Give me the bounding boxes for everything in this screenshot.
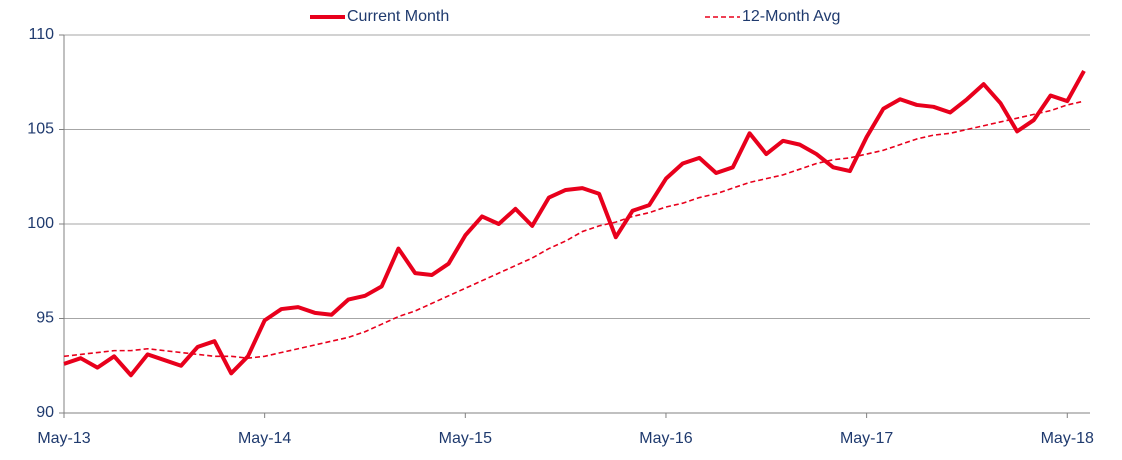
y-tick-label: 100 xyxy=(27,215,54,232)
x-tick-label: May-15 xyxy=(439,430,492,447)
x-tick-label: May-14 xyxy=(238,430,291,447)
legend-label: 12-Month Avg xyxy=(742,8,840,25)
x-tick-label: May-13 xyxy=(37,430,90,447)
x-tick-label: May-17 xyxy=(840,430,893,447)
line-series xyxy=(63,69,1086,378)
y-tick-label: 95 xyxy=(36,310,54,327)
legend-label: Current Month xyxy=(347,8,449,25)
y-tick-label: 110 xyxy=(28,26,54,43)
x-tick-label: May-16 xyxy=(639,430,692,447)
line-series xyxy=(63,100,1085,359)
x-tick-label: May-18 xyxy=(1041,430,1094,447)
y-tick-label: 105 xyxy=(27,121,54,138)
y-tick-label: 90 xyxy=(36,404,54,421)
